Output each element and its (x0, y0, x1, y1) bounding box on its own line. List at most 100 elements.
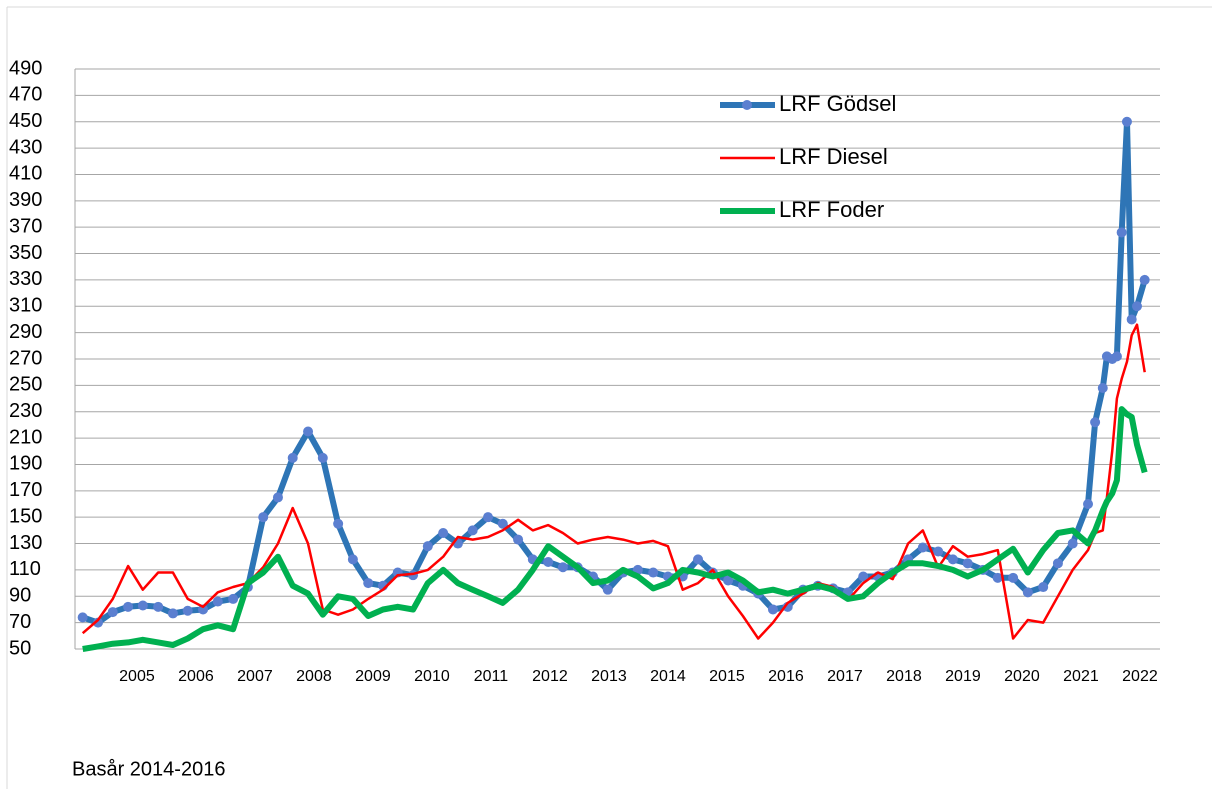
y-tick-label: 390 (9, 189, 42, 211)
x-tick-label: 2021 (1063, 668, 1099, 685)
y-tick-label: 350 (9, 242, 42, 264)
y-tick-label: 430 (9, 136, 42, 158)
y-tick-label: 50 (9, 637, 31, 659)
point-marker (1131, 301, 1142, 312)
point-marker (1126, 314, 1137, 325)
x-tick-label: 2015 (709, 668, 745, 685)
y-tick-label: 410 (9, 163, 42, 185)
y-tick-label: 450 (9, 110, 42, 132)
point-marker (198, 604, 209, 615)
point-marker (317, 452, 328, 463)
legend-label: LRF Foder (779, 197, 884, 222)
point-marker (363, 578, 374, 589)
point-marker (1038, 582, 1049, 593)
y-tick-label: 330 (9, 268, 42, 290)
annotation: Basår 2014-2016 (72, 758, 225, 780)
y-tick-label: 230 (9, 400, 42, 422)
y-tick-label: 110 (9, 558, 41, 580)
point-marker (962, 558, 973, 569)
point-marker (137, 600, 148, 611)
point-marker (1111, 351, 1122, 362)
point-marker (77, 612, 88, 623)
point-marker (1083, 499, 1094, 509)
series-line (82, 406, 1148, 652)
point-marker (1067, 538, 1078, 549)
point-marker (258, 512, 269, 523)
y-tick-label: 210 (9, 426, 42, 448)
y-tick-label: 70 (9, 611, 31, 633)
point-marker (917, 542, 928, 553)
point-marker (992, 572, 1003, 583)
point-marker (1121, 116, 1132, 127)
point-marker (1008, 572, 1019, 583)
x-tick-label: 2009 (355, 668, 391, 685)
x-tick-label: 2008 (296, 668, 332, 685)
x-tick-label: 2019 (945, 668, 981, 685)
x-tick-label: 2016 (768, 668, 804, 685)
x-tick-label: 2022 (1122, 668, 1158, 685)
point-marker (1022, 587, 1033, 598)
point-marker (1139, 274, 1150, 285)
point-marker (303, 426, 314, 437)
point-marker (513, 534, 524, 545)
point-marker (858, 571, 869, 582)
x-tick-label: 2012 (532, 668, 568, 685)
y-tick-label: 490 (9, 57, 42, 79)
point-marker (123, 601, 134, 612)
y-tick-label: 190 (9, 453, 42, 475)
x-tick-label: 2020 (1004, 668, 1040, 685)
point-marker (497, 518, 508, 529)
point-marker (93, 617, 104, 628)
y-tick-label: 310 (9, 295, 42, 317)
point-marker (212, 596, 223, 607)
point-marker (933, 546, 944, 557)
point-marker (693, 554, 704, 565)
y-tick-label: 470 (9, 84, 42, 106)
x-tick-label: 2011 (474, 668, 509, 685)
point-marker (228, 593, 239, 604)
x-tick-label: 2006 (178, 668, 214, 685)
point-marker (482, 512, 493, 523)
series-line (81, 118, 1148, 626)
point-marker (153, 601, 164, 612)
x-tick-label: 2007 (237, 668, 273, 685)
y-tick-label: 370 (9, 215, 42, 237)
x-tick-label: 2013 (591, 668, 627, 685)
point-marker (347, 554, 358, 565)
y-tick-label: 150 (9, 505, 42, 527)
y-tick-label: 130 (9, 532, 42, 554)
y-tick-label: 250 (9, 374, 42, 396)
point-marker (467, 525, 478, 536)
series-line (81, 323, 1146, 640)
point-marker (272, 492, 283, 503)
y-tick-label: 290 (9, 321, 42, 343)
point-marker (438, 528, 449, 538)
point-marker (1090, 417, 1101, 428)
point-marker (947, 554, 958, 565)
y-tick-label: 270 (9, 347, 42, 369)
point-marker (543, 557, 554, 567)
point-marker (1052, 558, 1063, 569)
point-marker (648, 567, 659, 578)
x-tick-label: 2018 (886, 668, 922, 685)
point-marker (602, 584, 613, 595)
point-marker (1097, 383, 1108, 393)
point-marker (723, 575, 734, 586)
point-marker (422, 541, 433, 552)
point-marker (167, 608, 178, 619)
point-marker (107, 607, 118, 618)
x-tick-label: 2005 (119, 668, 155, 685)
point-marker (182, 605, 193, 616)
y-tick-label: 170 (9, 479, 42, 501)
point-marker (557, 562, 568, 573)
legend-label: LRF Gödsel (779, 91, 896, 116)
point-marker (767, 604, 778, 615)
point-marker (1116, 227, 1127, 238)
x-tick-label: 2010 (414, 668, 450, 685)
point-marker (333, 518, 344, 529)
legend-marker (742, 100, 752, 110)
y-tick-label: 90 (9, 585, 31, 607)
legend-label: LRF Diesel (779, 144, 888, 169)
